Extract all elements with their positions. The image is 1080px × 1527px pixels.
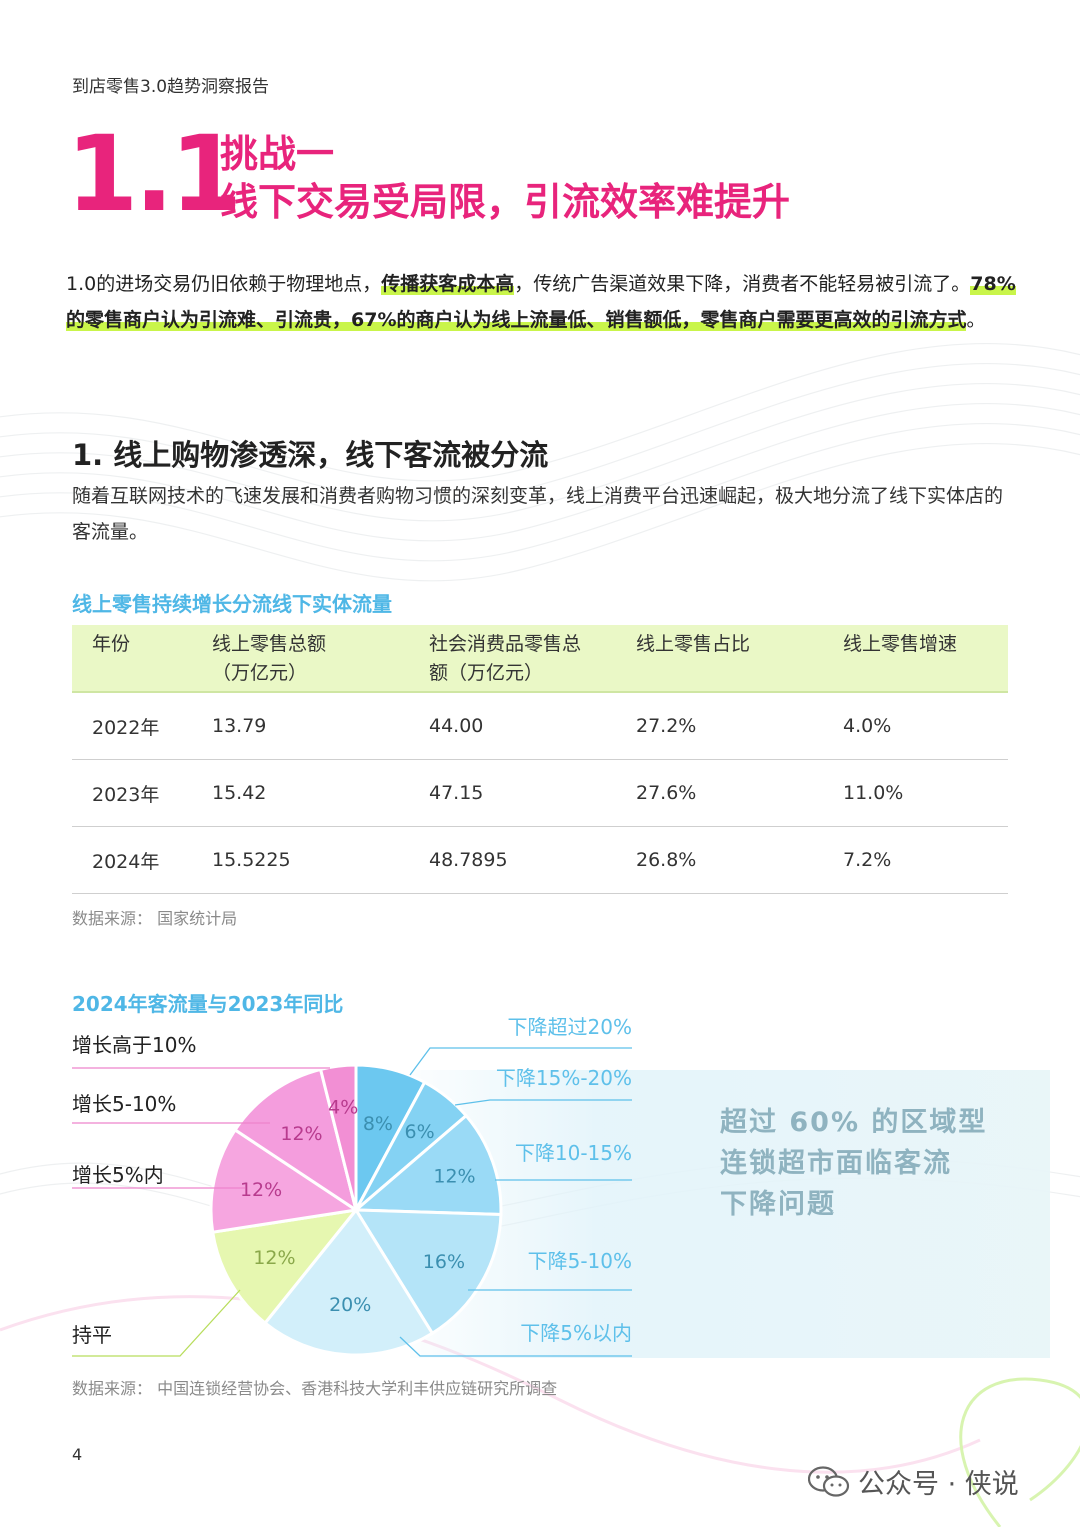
table-cell: 27.6%: [616, 759, 823, 827]
pie-leader-line: [454, 1099, 632, 1106]
intro-paragraph: 1.0的进场交易仍旧依赖于物理地点，传播获客成本高，传统广告渠道效果下降，消费者…: [66, 266, 1016, 338]
callout-text: 超过 60% 的区域型 连锁超市面临客流 下降问题: [720, 1102, 1000, 1225]
pie-value-label: 12%: [280, 1123, 322, 1145]
pie-category-label: 下降超过20%: [508, 1015, 632, 1039]
table-row: 2024年 15.5225 48.7895 26.8% 7.2%: [72, 826, 1008, 894]
retail-table: 年份 线上零售总额（万亿元） 社会消费品零售总额（万亿元） 线上零售占比 线上零…: [72, 625, 1008, 894]
table-header-cell: 线上零售增速: [823, 625, 1008, 693]
pie-category-label: 增长5-10%: [72, 1092, 176, 1116]
table-cell: 47.15: [409, 759, 616, 827]
pie-slice: [262, 1207, 435, 1357]
pie-chart: 8% 6% 12% 16% 20% 12% 12% 12% 4% 下降超过20% 下降15%-20%…: [72, 1015, 632, 1357]
subsection-heading: 1. 线上购物渗透深，线下客流被分流: [72, 438, 549, 472]
section-title-line1: 挑战一: [220, 132, 335, 176]
watermark: 公众号 · 侠说: [808, 1462, 1019, 1501]
intro-text-1: 1.0的进场交易仍旧依赖于物理地点，: [66, 273, 382, 295]
table-source: 数据来源： 国家统计局: [72, 909, 238, 928]
table-header-cell: 线上零售占比: [616, 625, 823, 693]
pie-value-label: 6%: [405, 1121, 435, 1143]
table-cell: 44.00: [409, 692, 616, 760]
pie-value-label: 12%: [433, 1165, 475, 1187]
callout-line-1: 超过 60% 的区域型: [720, 1107, 988, 1138]
table-cell: 2022年: [72, 692, 192, 760]
page-number: 4: [72, 1445, 83, 1464]
table-row: 2022年 13.79 44.00 27.2% 4.0%: [72, 692, 1008, 760]
pie-slice: [210, 1207, 360, 1326]
pie-value-label: 12%: [253, 1247, 295, 1269]
section-number: 1.1: [66, 113, 242, 235]
pie-value-label: 16%: [423, 1251, 465, 1273]
table-cell: 15.5225: [192, 826, 409, 894]
table-title: 线上零售持续增长分流线下实体流量: [72, 592, 392, 616]
table-row: 2023年 15.42 47.15 27.6% 11.0%: [72, 759, 1008, 827]
table-cell: 27.2%: [616, 692, 823, 760]
table-cell: 15.42: [192, 759, 409, 827]
pie-category-label: 持平: [72, 1323, 112, 1347]
section-title-line2: 线下交易受局限，引流效率难提升: [220, 180, 791, 224]
table-header-cell: 线上零售总额（万亿元）: [192, 625, 409, 693]
pie-category-label: 下降15%-20%: [496, 1066, 632, 1090]
wechat-icon: [808, 1465, 850, 1497]
table-header-cell: 社会消费品零售总额（万亿元）: [409, 625, 616, 693]
pie-category-label: 增长5%内: [72, 1163, 164, 1187]
callout-background: [410, 1070, 1050, 1358]
table-cell: 13.79: [192, 692, 409, 760]
chart-source: 数据来源： 中国连锁经营协会、香港科技大学利丰供应链研究所调查: [72, 1379, 558, 1398]
table-cell: 7.2%: [823, 826, 1008, 894]
pie-category-label: 增长高于10%: [72, 1033, 196, 1057]
table-cell: 2023年: [72, 759, 192, 827]
subsection-body: 随着互联网技术的飞速发展和消费者购物习惯的深刻变革，线上消费平台迅速崛起，极大地…: [72, 485, 1004, 543]
pie-slice: [318, 1063, 358, 1211]
intro-highlight-1: 传播获客成本高: [381, 273, 515, 295]
table-header-cell: 年份: [72, 625, 192, 693]
pie-chart-title: 2024年客流量与2023年同比: [72, 992, 344, 1016]
pie-category-label: 下降10-15%: [515, 1141, 632, 1165]
pie-slice: [209, 1127, 361, 1234]
intro-text-3: 。: [966, 309, 986, 331]
table-cell: 26.8%: [616, 826, 823, 894]
pie-category-label: 下降5-10%: [528, 1249, 632, 1273]
table-cell: 2024年: [72, 826, 192, 894]
table-header-row: 年份 线上零售总额（万亿元） 社会消费品零售总额（万亿元） 线上零售占比 线上零…: [72, 625, 1008, 693]
callout-line-3: 下降问题: [720, 1189, 836, 1220]
pie-leader-line: [399, 1336, 632, 1357]
table-cell: 4.0%: [823, 692, 1008, 760]
pie-slice: [352, 1113, 503, 1217]
pie-leader-line: [409, 1047, 632, 1076]
pie-value-label: 20%: [329, 1294, 371, 1316]
pie-value-label: 12%: [240, 1179, 282, 1201]
pie-value-label: 4%: [328, 1096, 358, 1118]
intro-text-2: ，传统广告渠道效果下降，消费者不能轻易被引流了。: [514, 273, 971, 295]
watermark-text: 公众号 · 侠说: [858, 1469, 1019, 1500]
pie-leader-line: [72, 1289, 241, 1357]
table-cell: 11.0%: [823, 759, 1008, 827]
running-header: 到店零售3.0趋势洞察报告: [72, 77, 270, 97]
pie-slice: [233, 1067, 359, 1214]
callout-line-2: 连锁超市面临客流: [720, 1148, 952, 1179]
pie-category-label: 下降5%以内: [520, 1321, 632, 1345]
table-cell: 48.7895: [409, 826, 616, 894]
pie-value-label: 8%: [363, 1113, 393, 1135]
pie-slice: [353, 1208, 503, 1336]
